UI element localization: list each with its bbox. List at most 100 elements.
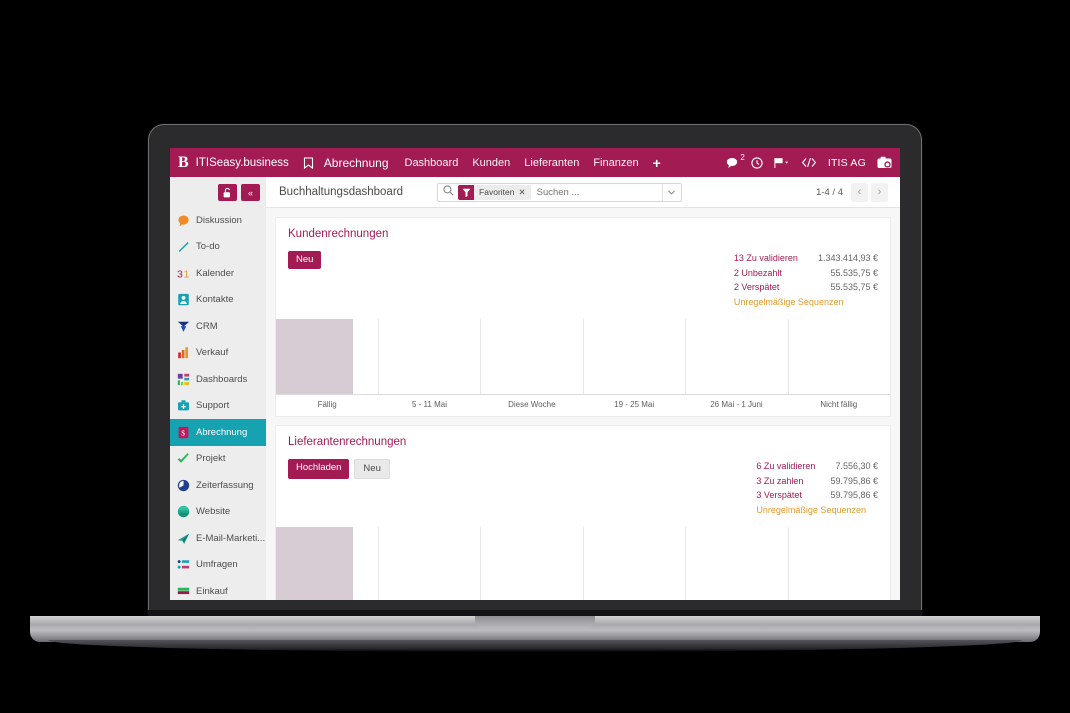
website-icon xyxy=(177,505,190,518)
current-app-name: Abrechnung xyxy=(323,155,389,170)
stat-label[interactable]: 6 Zu validieren xyxy=(756,461,816,471)
brand-name: ITISeasy.business xyxy=(195,156,289,169)
facet-label: Favoriten xyxy=(479,187,515,197)
app-body: « Diskussion To-do 3 1 Kalender Kontakte CRM Ve… xyxy=(170,177,900,600)
sidebar-item-label: Kalender xyxy=(196,267,235,279)
svg-text:1: 1 xyxy=(184,268,190,279)
card-title: Kundenrechnungen xyxy=(288,228,389,240)
bookmark-icon[interactable] xyxy=(303,156,314,169)
chart-bar[interactable] xyxy=(276,319,354,394)
sidebar-item-diskussion[interactable]: Diskussion xyxy=(170,207,266,234)
pager-next-button[interactable]: › xyxy=(871,182,888,202)
menu-item-dashboard[interactable]: Dashboard xyxy=(404,156,459,169)
sidebar-item-abrechnung[interactable]: $ Abrechnung xyxy=(170,419,266,446)
dashboard-content: Kundenrechnungen Neu 13 Zu validieren 1.343… xyxy=(266,208,900,600)
stat-label[interactable]: 3 Verspätet xyxy=(756,490,802,500)
flag-icon[interactable] xyxy=(774,157,790,169)
search-bar[interactable]: Favoriten ✕ xyxy=(437,182,683,202)
sidebar-item-kalender[interactable]: 3 1 Kalender xyxy=(170,260,266,287)
email-marketing-icon xyxy=(177,532,190,545)
company-name[interactable]: ITIS AG xyxy=(827,156,866,169)
stat-label[interactable]: 2 Verspätet xyxy=(733,282,780,292)
sidebar-item-e-mail-marketi[interactable]: E-Mail-Marketi... xyxy=(170,525,266,552)
search-facet-favoriten[interactable]: Favoriten ✕ xyxy=(458,184,531,200)
chat-badge-count: 2 xyxy=(740,152,745,162)
clock-icon[interactable] xyxy=(751,156,763,169)
menu-item-kunden[interactable]: Kunden xyxy=(472,156,511,169)
facet-remove-icon[interactable]: ✕ xyxy=(518,186,526,197)
chart-column xyxy=(686,527,789,600)
sidebar-item-einkauf[interactable]: Einkauf xyxy=(170,578,266,600)
chart-column xyxy=(379,527,481,600)
chart-column xyxy=(481,319,584,394)
main-pane: Buchhaltungsdashboard Favoriten ✕ xyxy=(266,177,900,600)
sidebar-item-label: Kontakte xyxy=(196,294,234,306)
sidebar-item-label: Website xyxy=(196,506,231,518)
sidebar-item-zeiterfassung[interactable]: Zeiterfassung xyxy=(170,472,266,499)
sidebar-item-crm[interactable]: CRM xyxy=(170,313,266,340)
unlock-button[interactable] xyxy=(218,184,237,201)
card-title: Lieferantenrechnungen xyxy=(288,436,407,448)
chart-x-tick: 26 Mai - 1 Juni xyxy=(710,400,763,409)
search-input[interactable] xyxy=(530,186,663,198)
laptop-base-shadow xyxy=(48,640,1022,652)
brand-logo: B xyxy=(178,153,189,171)
chart-plot-area xyxy=(276,527,890,600)
pager: 1-4 / 4 ‹ › xyxy=(816,182,888,202)
filter-icon xyxy=(458,184,475,200)
stat-value: 55.535,75 € xyxy=(830,267,878,278)
sidebar-toggle-row: « xyxy=(170,181,266,207)
menu-item-lieferanten[interactable]: Lieferanten xyxy=(524,156,580,169)
laptop-base-notch xyxy=(475,616,595,628)
sidebar-item-label: Projekt xyxy=(196,453,226,465)
stat-row: 13 Zu validieren 1.343.414,93 € xyxy=(734,251,878,266)
svg-text:$: $ xyxy=(181,428,185,437)
sidebar-item-projekt[interactable]: Projekt xyxy=(170,446,266,473)
camera-avatar-icon[interactable] xyxy=(877,156,892,169)
stat-value: 59.795,86 € xyxy=(830,475,878,486)
code-icon[interactable] xyxy=(801,157,817,168)
todo-icon xyxy=(177,240,190,253)
purchase-icon xyxy=(177,585,190,598)
card-stats: 13 Zu validieren 1.343.414,93 € 2 Unbezahl… xyxy=(734,251,878,309)
chat-icon[interactable]: 2 xyxy=(726,153,745,169)
new-vendor-bill-button[interactable]: Neu xyxy=(354,459,390,480)
stat-row: 2 Unbezahlt 55.535,75 € xyxy=(734,266,878,281)
search-icon xyxy=(443,183,454,201)
chart-bar[interactable] xyxy=(276,527,354,600)
search-dropdown-toggle[interactable] xyxy=(662,183,679,201)
sidebar-item-to-do[interactable]: To-do xyxy=(170,234,266,261)
page-title: Buchhaltungsdashboard xyxy=(279,186,404,198)
sidebar-item-label: Einkauf xyxy=(196,585,228,597)
stat-label[interactable]: 13 Zu validieren xyxy=(733,253,798,263)
stat-value: 55.535,75 € xyxy=(830,282,878,292)
sidebar-item-verkauf[interactable]: Verkauf xyxy=(170,340,266,367)
contacts-icon xyxy=(177,293,190,306)
stat-label[interactable]: 2 Unbezahlt xyxy=(733,267,782,278)
irregular-sequences-warning[interactable]: Unregelmäßige Sequenzen xyxy=(733,296,844,307)
sidebar-item-umfragen[interactable]: Umfragen xyxy=(170,552,266,579)
new-customer-invoice-button[interactable]: Neu xyxy=(288,251,322,270)
stat-label[interactable]: 3 Zu zahlen xyxy=(756,475,804,486)
support-icon xyxy=(177,399,190,412)
pager-prev-button[interactable]: ‹ xyxy=(851,182,868,202)
chart-x-axis: Fällig 5 - 11 Mai Diese Woche 19 - 25 Mai 26… xyxy=(276,395,890,416)
collapse-button[interactable]: « xyxy=(241,184,260,201)
irregular-sequences-warning[interactable]: Unregelmäßige Sequenzen xyxy=(756,504,866,515)
add-menu-button[interactable]: + xyxy=(652,154,661,171)
sidebar-item-label: Umfragen xyxy=(196,559,238,571)
menu-item-finanzen[interactable]: Finanzen xyxy=(593,156,639,169)
sidebar-item-website[interactable]: Website xyxy=(170,499,266,526)
dashboard-card: Kundenrechnungen Neu 13 Zu validieren 1.343… xyxy=(275,217,891,417)
sidebar-item-kontakte[interactable]: Kontakte xyxy=(170,287,266,314)
pager-count: 1-4 / 4 xyxy=(816,186,843,198)
dashboard-card: Lieferantenrechnungen Hochladen Neu 6 Zu va… xyxy=(275,425,891,600)
stat-value: 59.795,86 € xyxy=(830,490,878,500)
app-header: B ITISeasy.business Abrechnung Dashboard… xyxy=(170,148,900,177)
sidebar-item-label: Diskussion xyxy=(196,214,242,226)
sidebar-item-dashboards[interactable]: Dashboards xyxy=(170,366,266,393)
chart-x-tick: Diese Woche xyxy=(508,400,556,409)
upload-vendor-bill-button[interactable]: Hochladen xyxy=(288,459,350,480)
header-right-tools: 2 ITIS AG xyxy=(726,153,894,169)
sidebar-item-support[interactable]: Support xyxy=(170,393,266,420)
